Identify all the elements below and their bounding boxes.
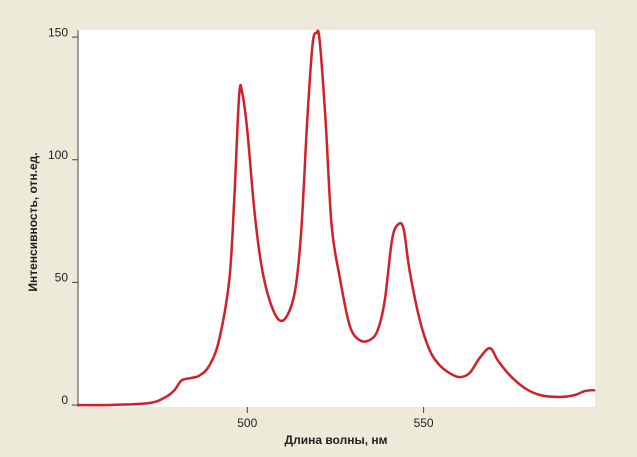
plot-area	[78, 30, 595, 407]
x-axis-label: Длина волны, нм	[285, 433, 388, 447]
y-axis-label: Интенсивность, отн.ед.	[26, 152, 40, 291]
y-tick-label: 0	[61, 393, 68, 407]
x-tick-label: 550	[414, 416, 434, 430]
x-tick-label: 500	[237, 416, 257, 430]
y-tick-label: 150	[48, 25, 68, 39]
line	[77, 29, 596, 407]
y-tick-label: 100	[48, 148, 68, 162]
y-tick-label: 50	[55, 271, 69, 285]
